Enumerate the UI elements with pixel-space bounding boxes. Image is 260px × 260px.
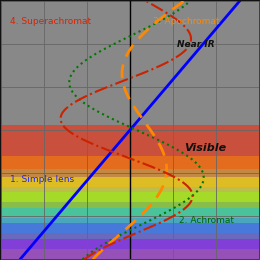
Text: 1. Simple lens: 1. Simple lens bbox=[10, 175, 74, 184]
Text: 2. Achromat: 2. Achromat bbox=[179, 216, 234, 225]
Text: 3. Apochromat: 3. Apochromat bbox=[153, 17, 220, 26]
Bar bbox=[1, 207, 259, 233]
Bar bbox=[1, 177, 259, 203]
Bar bbox=[1, 239, 259, 259]
Text: Near IR: Near IR bbox=[177, 40, 214, 49]
Text: Visible: Visible bbox=[184, 143, 226, 153]
Bar bbox=[1, 156, 259, 187]
Text: 4. Superachromat: 4. Superachromat bbox=[10, 17, 91, 26]
Bar bbox=[1, 223, 259, 249]
Bar bbox=[1, 125, 259, 169]
Bar bbox=[1, 192, 259, 218]
